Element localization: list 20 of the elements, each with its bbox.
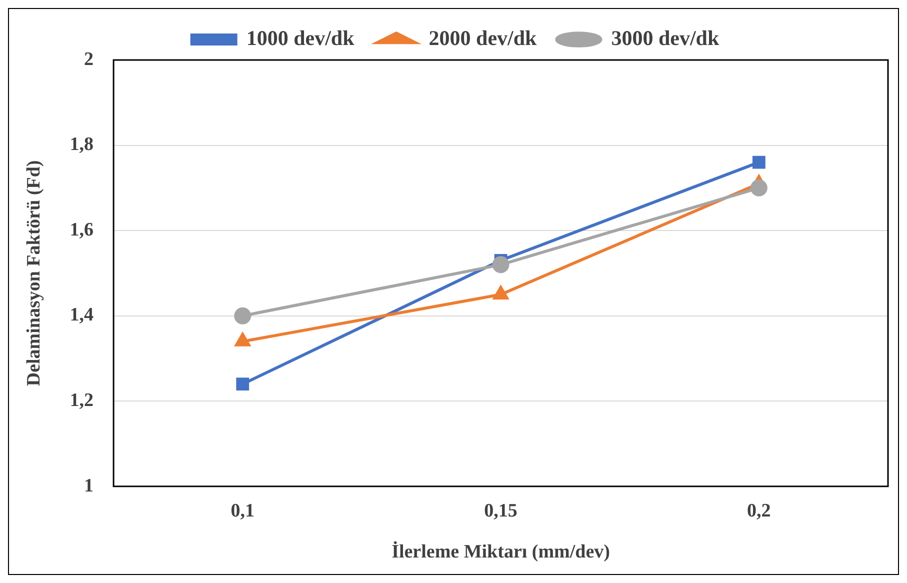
- legend-label: 2000 dev/dk: [428, 26, 538, 50]
- point: [752, 156, 766, 169]
- y-tick-label: 1: [84, 475, 94, 496]
- legend-label: 3000 dev/dk: [611, 26, 720, 50]
- point: [234, 307, 252, 324]
- point: [492, 256, 510, 274]
- x-tick-label: 0,2: [747, 500, 771, 522]
- point: [236, 378, 250, 391]
- y-tick-label: 1,4: [70, 304, 94, 326]
- point: [493, 286, 508, 300]
- y-tick-label: 1,8: [70, 134, 94, 156]
- x-tick-label: 0,1: [230, 500, 254, 522]
- y-tick-label: 2: [84, 48, 94, 70]
- x-axis-title: İlerleme Miktarı (mm/dev): [392, 540, 610, 563]
- legend-label: 1000 dev/dk: [246, 26, 355, 50]
- y-axis-title: Delaminasyon Faktörü (Fd): [23, 160, 44, 386]
- point: [750, 179, 768, 196]
- y-tick-label: 1,6: [70, 219, 94, 240]
- x-tick-label: 0,15: [484, 500, 518, 522]
- y-tick-label: 1,2: [70, 390, 94, 412]
